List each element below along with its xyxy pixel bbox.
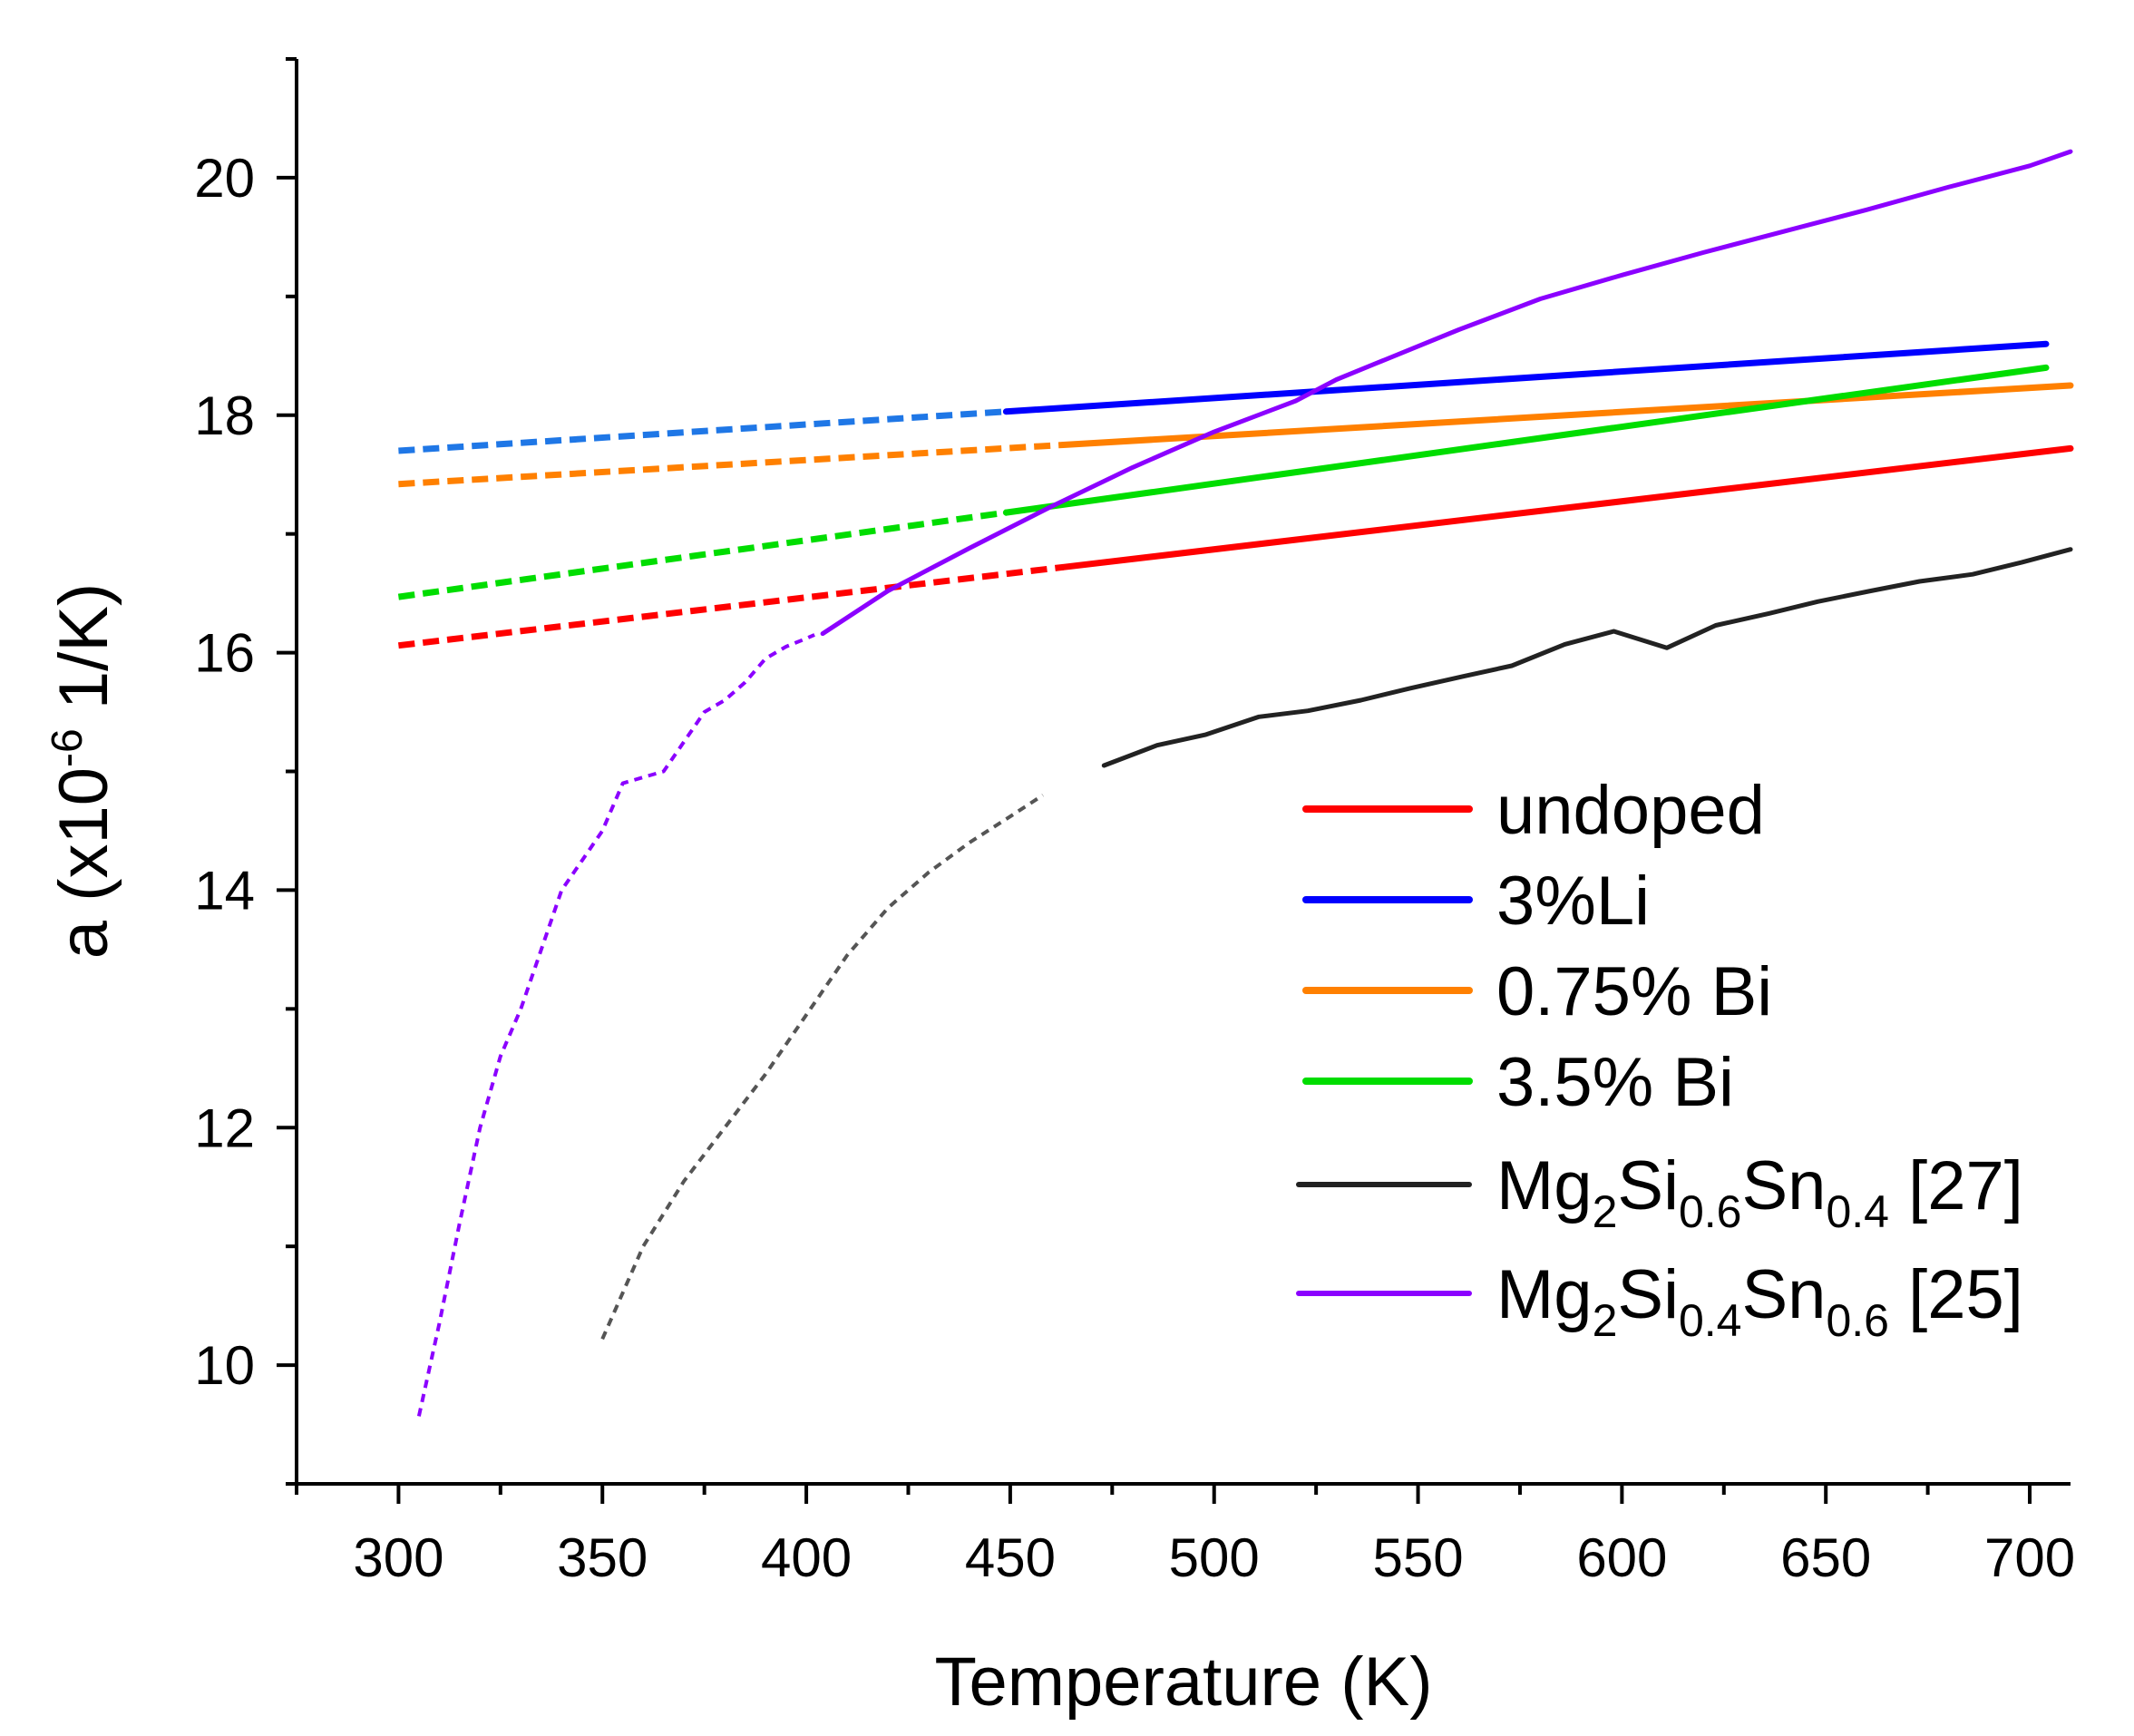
axes-layer: 300 350 400 450 500 550 600 650 700 10 12 14 16 18 20 T…: [44, 57, 2075, 1721]
series-3: [397, 364, 2050, 600]
legend-item-0: undoped: [1302, 772, 1765, 849]
legend-label-1: 3%Li: [1496, 863, 1650, 940]
y-tick-label: 10: [194, 1335, 255, 1396]
legend-label-subscript: 0.6: [1826, 1295, 1889, 1346]
legend-label-text: [25]: [1889, 1256, 2023, 1333]
series-1-line-dashed: [398, 408, 1007, 454]
x-axis-title: Temperature (K): [934, 1643, 1432, 1721]
legend-label-text: [27]: [1889, 1147, 2023, 1224]
legend-label-text: undoped: [1496, 772, 1765, 849]
y-axis-title-suffix: 1/K): [45, 583, 122, 729]
series-0-line-solid: [1059, 444, 2074, 571]
legend-label-text: 3.5% Bi: [1496, 1044, 1734, 1121]
legend-item-3: 3.5% Bi: [1302, 1044, 1734, 1121]
legend-label-text: Mg: [1496, 1256, 1593, 1333]
series-4-line-solid: [1101, 547, 2073, 768]
legend-label-subscript: 2: [1593, 1295, 1618, 1346]
y-axis-title-exponent: -6: [44, 728, 92, 767]
y-axis-title: a (x10-6 1/K): [44, 583, 122, 959]
series-5-line-dashed: [416, 633, 815, 1417]
y-axis-title-prefix: a (x10: [45, 767, 122, 959]
series-4: [600, 547, 2073, 1341]
legend-label-2: 0.75% Bi: [1496, 953, 1772, 1030]
y-tick-label: 14: [194, 860, 255, 921]
y-tick-label: 20: [194, 148, 255, 209]
x-tick-label: 300: [353, 1527, 443, 1588]
legend-label-text: Mg: [1496, 1147, 1593, 1224]
x-tick-label: 450: [965, 1527, 1056, 1588]
series-1: [398, 340, 2050, 454]
series-5: [416, 149, 2073, 1417]
series-3-line-dashed: [397, 509, 1007, 600]
series-3-line-solid: [1002, 364, 2050, 516]
x-tick-label: 400: [761, 1527, 852, 1588]
legend-label-text: Si: [1617, 1256, 1679, 1333]
series-4-line-dashed: [600, 794, 1044, 1341]
x-tick-label: 500: [1169, 1527, 1260, 1588]
legend-item-1: 3%Li: [1302, 863, 1650, 940]
legend-item-2: 0.75% Bi: [1302, 953, 1772, 1030]
legend-label-text: Sn: [1741, 1256, 1826, 1333]
legend-label-4: Mg2Si0.6Sn0.4 [27]: [1496, 1147, 2023, 1237]
series-2-line-dashed: [398, 442, 1064, 488]
legend-label-subscript: 0.4: [1826, 1186, 1889, 1237]
x-tick-label: 600: [1576, 1527, 1667, 1588]
legend-label-subscript: 0.6: [1679, 1186, 1742, 1237]
series-5-line-solid: [820, 149, 2073, 637]
series-2-line-solid: [1059, 382, 2074, 448]
legend-item-5: Mg2Si0.4Sn0.6 [25]: [1296, 1256, 2023, 1346]
legend-label-subscript: 2: [1593, 1186, 1618, 1237]
x-tick-label: 700: [1984, 1527, 2075, 1588]
legend-label-subscript: 0.4: [1679, 1295, 1742, 1346]
y-tick-label: 12: [194, 1097, 255, 1158]
series-0-line-dashed: [397, 563, 1064, 649]
legend-label-5: Mg2Si0.4Sn0.6 [25]: [1496, 1256, 2023, 1346]
legend-label-text: 0.75% Bi: [1496, 953, 1772, 1030]
series-0: [397, 444, 2074, 649]
legend-layer: undoped 3%Li 0.75% Bi 3.5% Bi Mg2Si0.6Sn0.4 …: [1296, 772, 2023, 1346]
legend-label-text: Sn: [1741, 1147, 1826, 1224]
y-tick-label: 16: [194, 623, 255, 684]
series-1-line-solid: [1002, 340, 2050, 415]
legend-label-0: undoped: [1496, 772, 1765, 849]
legend-item-4: Mg2Si0.6Sn0.4 [27]: [1296, 1147, 2023, 1237]
legend-label-text: 3%Li: [1496, 863, 1650, 940]
legend-label-text: Si: [1617, 1147, 1679, 1224]
x-tick-label: 350: [557, 1527, 648, 1588]
series-layer: [397, 149, 2074, 1417]
legend-label-3: 3.5% Bi: [1496, 1044, 1734, 1121]
x-tick-label: 650: [1780, 1527, 1871, 1588]
series-2: [398, 382, 2074, 488]
x-tick-label: 550: [1372, 1527, 1463, 1588]
y-tick-label: 18: [194, 385, 255, 446]
